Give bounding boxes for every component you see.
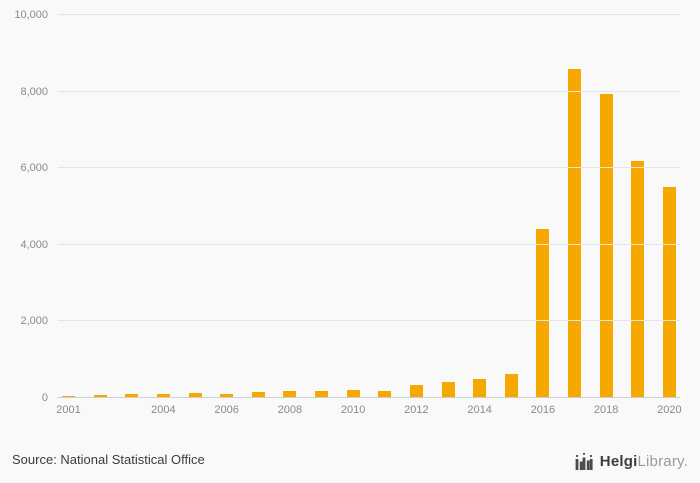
bar-slot: 2020 (657, 15, 682, 416)
bar-slot: 2012 (404, 15, 429, 416)
bar (378, 390, 392, 398)
bar-slot: 2004 (151, 15, 176, 416)
brand-name: HelgiLibrary. (600, 453, 688, 470)
gridline (58, 320, 680, 322)
bar (568, 68, 581, 398)
gridline (58, 243, 680, 245)
bar (220, 393, 234, 398)
bar (315, 390, 328, 398)
y-tick-label: 10,000 (14, 9, 48, 21)
bar-slot (93, 15, 107, 398)
bar (283, 391, 297, 398)
x-tick-label: 2016 (530, 404, 556, 416)
plot-area: 2001 2004 2006 2008 2010 2012 2014 2016 2018 2020 (56, 14, 682, 416)
brand-name-bold: Helgi (599, 452, 638, 470)
bar-slot (125, 15, 139, 398)
bar (473, 378, 487, 398)
bar-slot (251, 15, 265, 398)
bar (536, 229, 550, 398)
bar (631, 161, 645, 398)
bar-slot: 2001 (56, 15, 81, 416)
bar-slot: 2018 (594, 15, 618, 416)
bar-slot (568, 15, 581, 398)
bar (599, 93, 613, 398)
bar (504, 374, 518, 398)
bar-slot (441, 15, 455, 398)
bar (441, 381, 455, 398)
bar-slot: 2008 (278, 15, 302, 416)
y-tick-label: 4,000 (20, 238, 48, 251)
bar-slot (504, 15, 518, 398)
bar (662, 187, 676, 398)
x-tick-label: 2008 (277, 404, 303, 416)
y-tick-label: 6,000 (20, 162, 48, 175)
bar (125, 394, 139, 398)
x-tick-label: 2012 (404, 404, 429, 416)
x-tick-label: 2020 (657, 404, 682, 416)
bar-slot: 2010 (341, 15, 365, 416)
bar-slot (188, 15, 202, 398)
bar-slot (378, 15, 392, 398)
gridline (58, 14, 680, 15)
x-tick-label: 2006 (214, 404, 239, 416)
bar (188, 393, 202, 398)
x-tick-label: 2018 (593, 404, 619, 416)
bar (156, 393, 170, 398)
y-tick-label: 2,000 (20, 315, 48, 328)
bar-slot (315, 15, 328, 398)
y-tick-label: 8,000 (20, 85, 48, 98)
bar (62, 395, 75, 398)
x-axis-baseline (58, 397, 680, 398)
source-label: Source: National Statistical Office (12, 452, 205, 467)
x-tick-label: 2004 (151, 404, 176, 416)
x-tick-label: 2014 (467, 404, 492, 416)
chart-footer: Source: National Statistical Office Helg… (0, 437, 700, 483)
gridline (58, 90, 680, 92)
x-tick-label: 2010 (340, 404, 366, 416)
bar-slot (631, 15, 645, 398)
bar-slot: 2016 (531, 15, 555, 416)
bar (93, 394, 107, 398)
bar-chart-logo-icon (575, 452, 593, 470)
bar (409, 385, 423, 398)
bar-slot: 2006 (214, 15, 239, 416)
y-tick-label: 0 (41, 392, 48, 404)
x-tick-label: 2001 (56, 404, 81, 416)
gridline (58, 167, 680, 169)
bar (251, 392, 265, 398)
bar (346, 390, 360, 398)
brand-name-light: Library. (637, 452, 688, 470)
bar-series: 2001 2004 2006 2008 2010 2012 2014 2016 2018 2020 (56, 15, 682, 416)
brand-logo: HelgiLibrary. (574, 452, 688, 470)
bar-slot: 2014 (467, 15, 492, 416)
y-axis: 0 2,000 4,000 6,000 8,000 10,000 (0, 9, 48, 404)
